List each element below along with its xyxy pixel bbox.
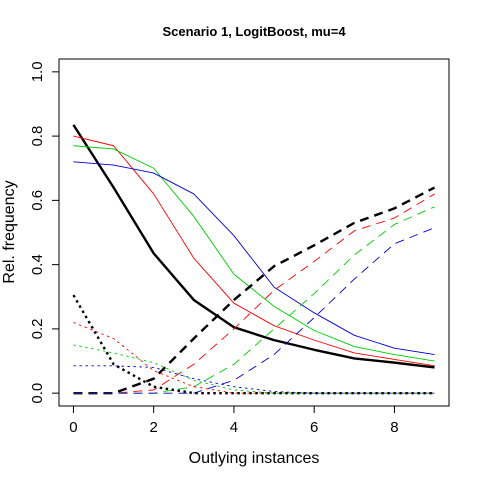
series-layer [72,124,436,395]
x-tick-label: 6 [310,419,318,436]
x-tick-label: 8 [390,419,398,436]
series-line-dotted-9 [72,294,435,395]
x-tick-label: 2 [150,419,158,436]
y-tick-label: 0.0 [29,383,46,404]
series-line-solid-2 [73,135,435,367]
x-tick-label: 0 [69,419,77,436]
series-line-solid-1 [72,124,435,369]
series-line-dotted-11 [73,344,435,394]
y-axis-label: Rel. frequency [1,180,18,283]
x-axis: 0 2 4 6 8 [69,405,399,436]
series-line-dashed-7 [73,206,435,394]
series-line-solid-4 [73,161,435,356]
x-tick-label: 4 [230,419,238,436]
series-line-solid-3 [73,145,435,362]
series-line-dashed-6 [73,193,435,394]
y-tick-label: 0.6 [29,190,46,211]
y-tick-label: 0.2 [29,318,46,339]
y-axis: 0.0 0.2 0.4 0.6 0.8 1.0 [29,61,60,404]
y-tick-label: 0.8 [29,126,46,147]
chart-title: Scenario 1, LogitBoost, mu=4 [162,24,346,39]
series-line-dashed-8 [73,227,435,394]
y-tick-label: 0.4 [29,254,46,275]
series-line-dotted-12 [73,365,435,394]
x-axis-label: Outlying instances [189,450,320,467]
series-line-dashed-5 [73,186,436,395]
y-tick-label: 1.0 [29,61,46,82]
